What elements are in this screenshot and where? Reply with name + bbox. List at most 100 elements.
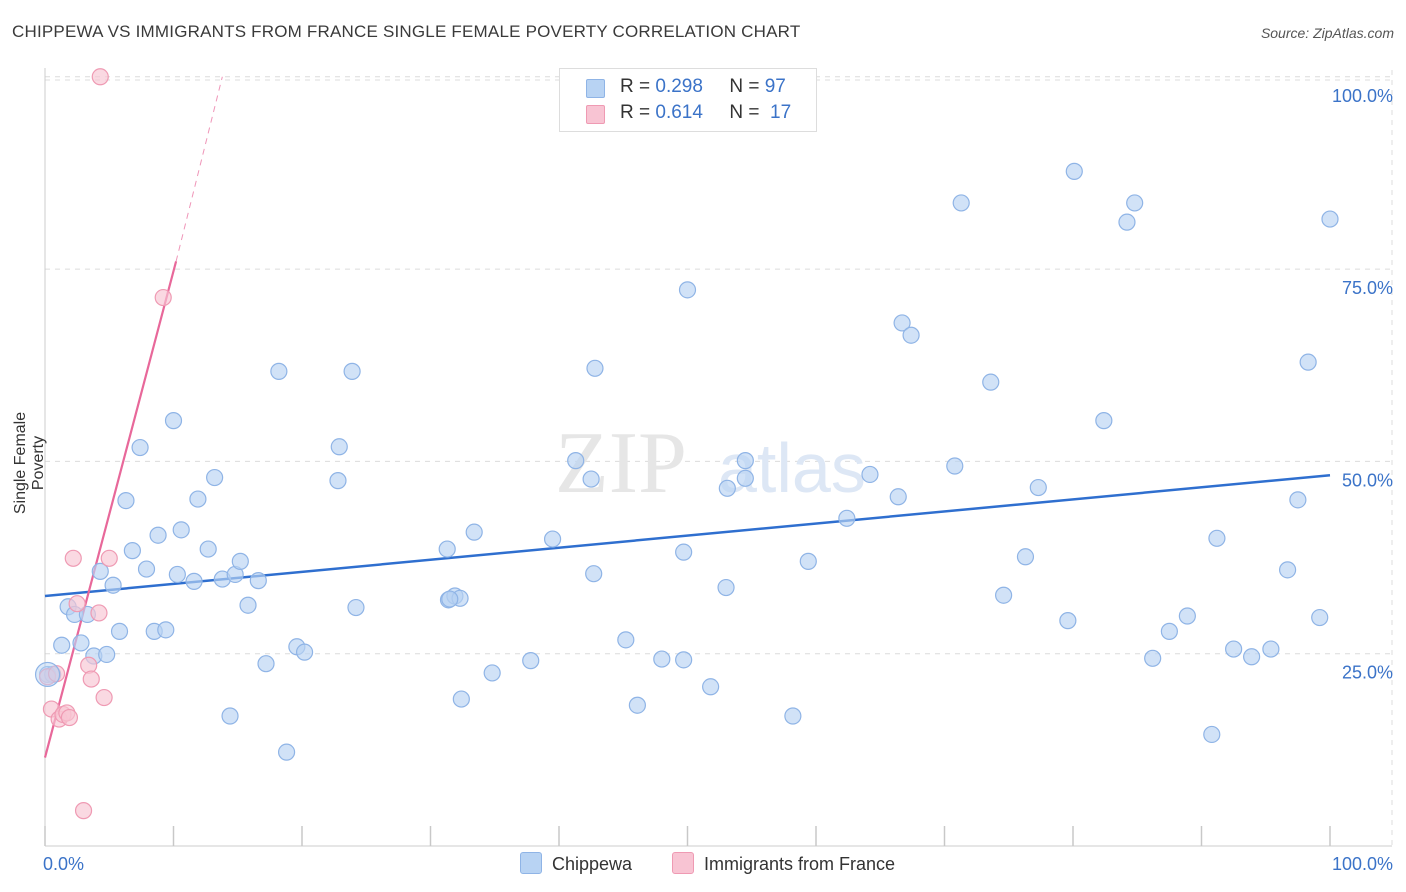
chippewa-point — [1203, 725, 1221, 744]
chart-source: Source: ZipAtlas.com — [1260, 25, 1394, 41]
legend-n-label: N = — [729, 76, 760, 97]
chippewa-point — [164, 412, 183, 430]
chippewa-point — [1278, 561, 1297, 579]
chippewa-point — [889, 488, 907, 506]
chippewa-point — [678, 281, 697, 299]
legend-r-label: R = — [620, 76, 651, 97]
chippewa-point — [347, 598, 365, 617]
chippewa-point — [343, 362, 361, 380]
legend-n-value: 17 — [770, 102, 792, 123]
chippewa-point — [586, 359, 604, 377]
chippewa-point — [221, 707, 239, 725]
chippewa-point — [1126, 194, 1144, 212]
chippewa-point — [1016, 548, 1035, 566]
chippewa-point — [1321, 210, 1339, 228]
chippewa-point — [199, 540, 217, 558]
chippewa-point — [149, 526, 167, 544]
france-point — [100, 549, 118, 567]
y-axis-label: Single Female Poverty — [12, 411, 47, 515]
chippewa-point — [239, 596, 257, 614]
chippewa-point — [893, 314, 911, 332]
chippewa-point — [1059, 612, 1077, 630]
chippewa-point — [1208, 529, 1226, 547]
bottom-legend-label: Chippewa — [552, 854, 633, 874]
axes — [44, 68, 1392, 847]
chippewa-point — [902, 326, 920, 344]
chippewa-point — [717, 578, 735, 597]
chippewa-point — [718, 479, 736, 497]
y-tick-label: 100.0% — [1332, 86, 1393, 106]
chippewa-point — [117, 492, 135, 510]
chippewa-point — [952, 194, 970, 212]
chippewa-point — [34, 661, 61, 688]
france-point — [154, 288, 172, 307]
chippewa-point — [295, 643, 314, 661]
chippewa-point — [270, 362, 288, 380]
legend-n-label: N = — [729, 102, 760, 123]
chippewa-point — [838, 509, 856, 527]
france-point — [95, 688, 113, 707]
chippewa-point — [137, 560, 156, 578]
france-trend-extension — [175, 76, 223, 262]
chippewa-point — [1311, 608, 1329, 627]
france-point — [80, 656, 98, 674]
france-point — [60, 708, 79, 727]
chippewa-point — [799, 552, 817, 570]
chippewa-point — [861, 465, 879, 484]
chippewa-point — [1029, 478, 1047, 497]
bottom-legend-chippewa: Chippewa — [520, 852, 632, 875]
chippewa-point — [543, 530, 562, 548]
france-point — [90, 604, 108, 622]
chippewa-point — [168, 565, 186, 584]
chippewa-point — [185, 572, 203, 590]
bottom-legend-france: Immigrants from France — [672, 852, 895, 875]
bottom-legend-label: Immigrants from France — [704, 854, 896, 874]
chippewa-point — [206, 468, 224, 487]
chippewa-point — [91, 562, 109, 580]
france-point — [68, 595, 86, 613]
chippewa-point — [104, 576, 122, 594]
chippewa-point — [441, 590, 459, 608]
legend-r-value: 0.298 — [655, 76, 703, 97]
x-tick-label: 0.0% — [43, 854, 84, 874]
chippewa-point — [330, 438, 348, 456]
chippewa-point — [784, 707, 802, 725]
legend-r-label: R = — [620, 102, 651, 123]
chippewa-point — [617, 631, 635, 649]
chart-title: CHIPPEWA VS IMMIGRANTS FROM FRANCE SINGL… — [12, 22, 801, 41]
y-tick-label: 25.0% — [1342, 663, 1393, 683]
tick-labels: 25.0% 50.0% 75.0% 100.0% 0.0% 100.0% — [43, 86, 1393, 874]
france-point — [82, 670, 100, 688]
chippewa-point — [1262, 640, 1280, 658]
chippewa-point — [123, 542, 141, 560]
chippewa-point — [465, 523, 483, 541]
chippewa-point — [249, 572, 267, 590]
y-tick-label: 50.0% — [1342, 470, 1393, 490]
chippewa-point — [189, 490, 207, 508]
bottom-legend-swatch-pink — [672, 852, 694, 874]
chippewa-point — [1144, 649, 1162, 667]
chippewa-point — [653, 650, 671, 668]
chippewa-point — [1289, 491, 1307, 509]
chippewa-point — [1095, 412, 1113, 430]
france-point — [64, 549, 82, 567]
chippewa-point — [982, 373, 1000, 391]
chippewa-point — [582, 470, 600, 488]
chippewa-point — [277, 743, 296, 761]
france-point — [74, 802, 93, 820]
chippewa-point — [329, 472, 347, 490]
chippewa-point — [946, 457, 964, 475]
france-point — [91, 68, 109, 86]
chippewa-point — [628, 696, 646, 714]
chippewa-point — [567, 452, 585, 470]
legend-swatch-pink — [586, 105, 605, 124]
chippewa-point — [1160, 622, 1178, 640]
x-tick-label: 100.0% — [1332, 854, 1393, 874]
chippewa-point — [438, 540, 456, 558]
chippewa-point — [585, 565, 603, 583]
chippewa-point — [110, 622, 129, 640]
france-trend-line — [43, 261, 178, 758]
chippewa-point — [157, 621, 175, 639]
chippewa-point — [736, 452, 754, 470]
